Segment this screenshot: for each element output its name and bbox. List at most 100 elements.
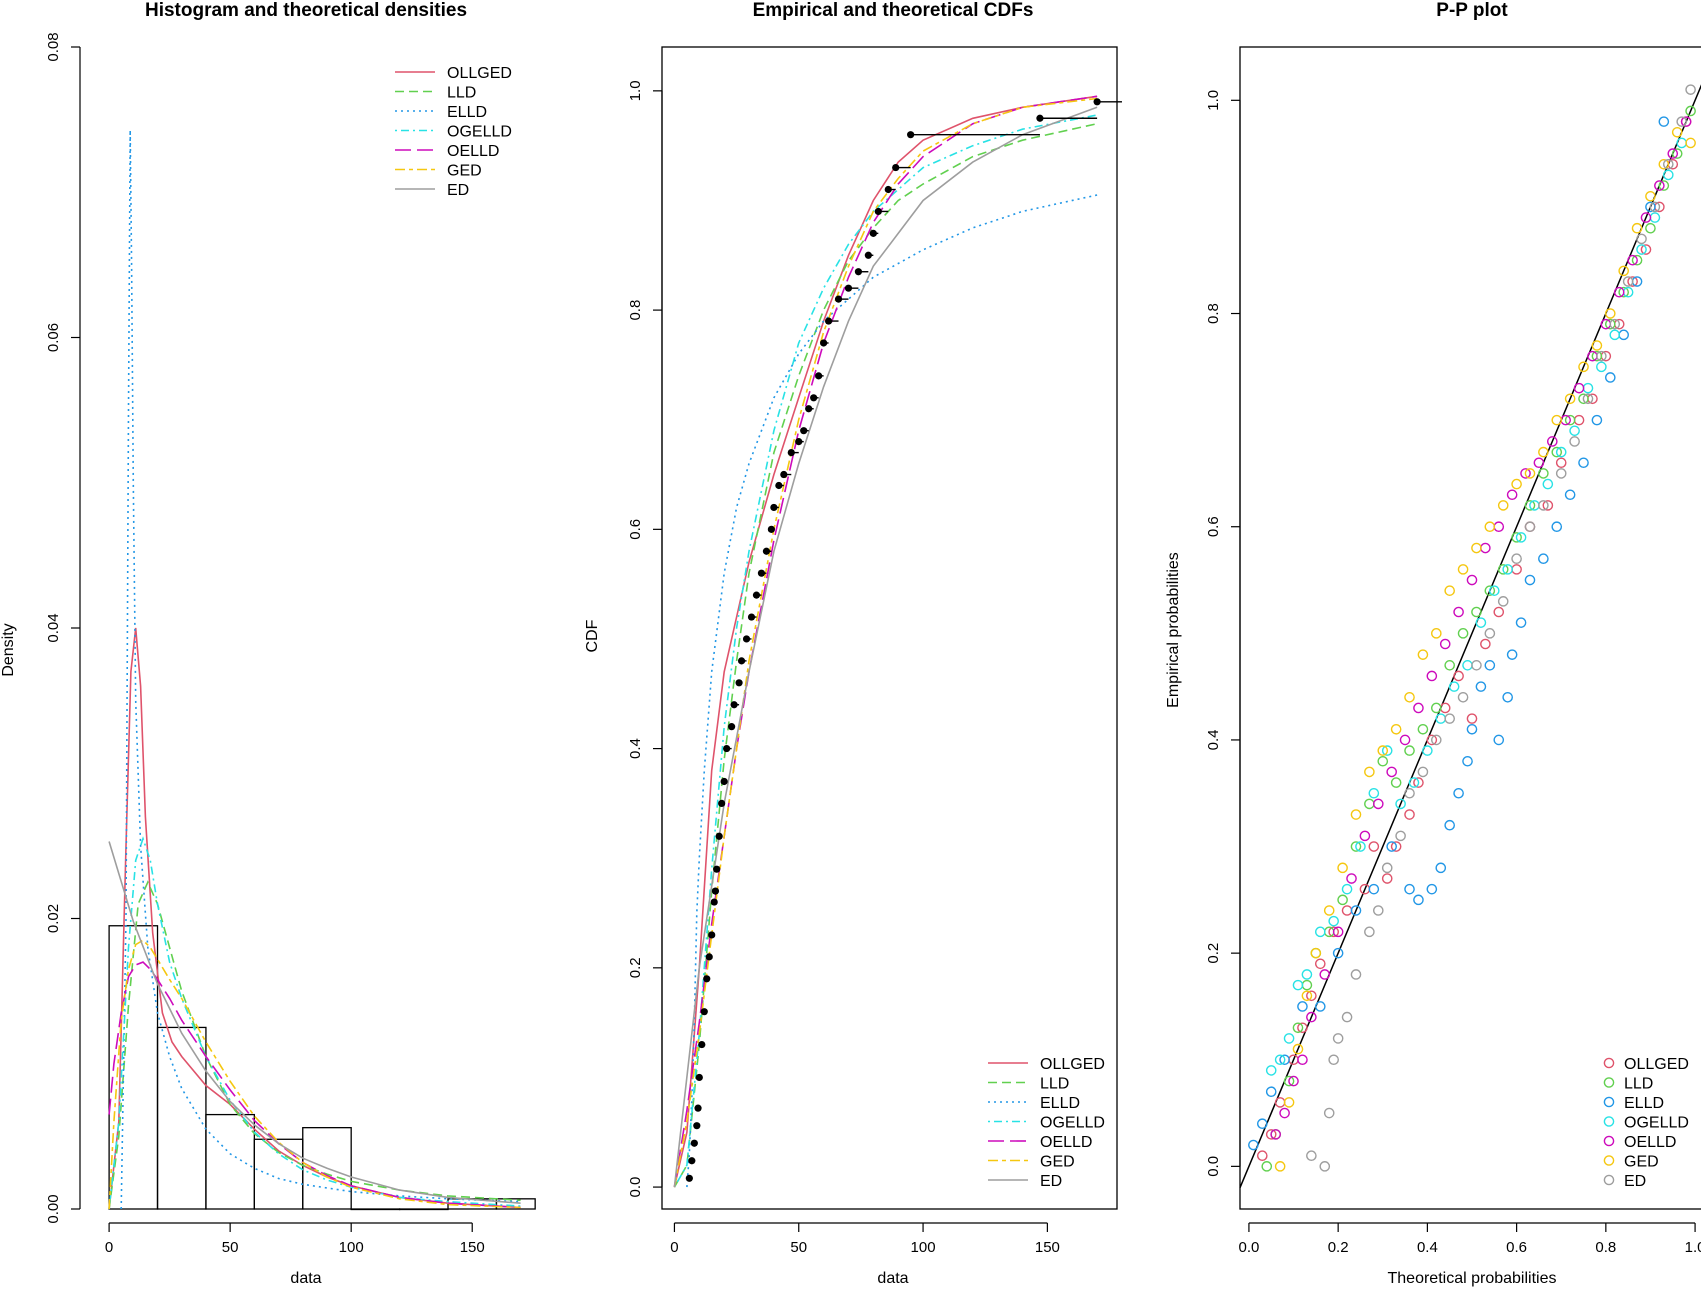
pp-point-ged bbox=[1578, 361, 1589, 373]
pp-point-ged bbox=[1618, 265, 1629, 277]
cdf-y-tick-label: 0.0 bbox=[627, 1177, 644, 1198]
curve-oelld bbox=[108, 961, 521, 1209]
pp-point-elld bbox=[1591, 414, 1603, 426]
pp-legend-swatch-ollged bbox=[1603, 1057, 1615, 1069]
pp-point-ged bbox=[1323, 905, 1335, 916]
pp-point-ogelld bbox=[1596, 361, 1607, 373]
density-x-tick-label: 0 bbox=[105, 1239, 113, 1256]
ecdf-point bbox=[795, 438, 803, 446]
ecdf-point bbox=[688, 1157, 696, 1165]
pp-point-ollged bbox=[1257, 1150, 1268, 1161]
cdf-legend-label-ged: GED bbox=[1040, 1154, 1075, 1171]
ecdf-point bbox=[820, 339, 828, 347]
pp-point-ed bbox=[1323, 1107, 1335, 1119]
pp-point-ogelld bbox=[1395, 798, 1406, 810]
pp-point-lld bbox=[1484, 585, 1496, 596]
pp-point-ged bbox=[1292, 1043, 1304, 1055]
pp-point-ollged bbox=[1413, 777, 1424, 788]
pp-point-elld bbox=[1564, 489, 1576, 501]
density-legend: OLLGED LLD ELLD OGELLD OELLD GED ED bbox=[395, 65, 512, 199]
pp-point-ollged bbox=[1511, 564, 1522, 575]
ecdf-point bbox=[703, 975, 711, 983]
ecdf-point bbox=[735, 679, 743, 687]
pp-x-axis: 0.0 0.2 0.4 0.6 0.8 1.0 bbox=[1238, 1222, 1701, 1256]
pp-point-oelld bbox=[1453, 606, 1464, 618]
histogram-bar bbox=[205, 1113, 255, 1210]
pp-point-oelld bbox=[1413, 702, 1424, 714]
curve-ogelld bbox=[108, 836, 521, 1210]
pp-point-ogelld bbox=[1355, 841, 1366, 852]
pp-point-lld bbox=[1551, 446, 1563, 458]
pp-point-oelld bbox=[1680, 116, 1692, 127]
pp-legend-swatch-ogelld bbox=[1603, 1116, 1615, 1127]
pp-points bbox=[1248, 84, 1696, 1172]
pp-point-lld bbox=[1444, 660, 1455, 671]
pp-point-ed bbox=[1676, 116, 1687, 127]
curve-ged bbox=[108, 939, 521, 1210]
pp-point-ogelld bbox=[1315, 926, 1326, 938]
pp-point-elld bbox=[1551, 521, 1563, 533]
ecdf-point bbox=[713, 865, 721, 873]
pp-point-ed bbox=[1555, 468, 1567, 479]
panel-pp: P-P plot Theoretical probabilities Empir… bbox=[1165, 0, 1701, 1287]
ecdf-point bbox=[864, 251, 872, 259]
pp-legend-label-lld: LLD bbox=[1624, 1076, 1653, 1093]
pp-y-axis-label: Empirical probabilities bbox=[1165, 552, 1182, 708]
pp-point-ogelld bbox=[1265, 1065, 1277, 1076]
pp-y-tick-label: 1.0 bbox=[1205, 90, 1222, 111]
pp-point-lld bbox=[1261, 1161, 1273, 1172]
pp-point-ed bbox=[1582, 393, 1594, 405]
pp-point-oelld bbox=[1359, 830, 1371, 842]
pp-x-axis-label: Theoretical probabilities bbox=[1388, 1270, 1557, 1287]
pp-point-ged bbox=[1511, 478, 1522, 490]
ecdf-point bbox=[690, 1139, 698, 1147]
pp-y-tick-label: 0.0 bbox=[1205, 1156, 1222, 1177]
pp-point-ged bbox=[1605, 308, 1616, 319]
pp-legend-label-elld: ELLD bbox=[1624, 1095, 1664, 1112]
pp-point-ed bbox=[1457, 691, 1469, 703]
pp-point-ed bbox=[1381, 862, 1393, 874]
pp-x-tick-label: 0.2 bbox=[1328, 1239, 1349, 1256]
pp-point-ollged bbox=[1627, 276, 1638, 287]
pp-point-ogelld bbox=[1274, 1054, 1286, 1066]
pp-point-ed bbox=[1511, 553, 1522, 565]
pp-point-ed bbox=[1538, 500, 1549, 511]
density-y-tick-label: 0.06 bbox=[45, 323, 62, 352]
pp-point-elld bbox=[1332, 947, 1344, 959]
curve-ogelld bbox=[673, 114, 1098, 1188]
pp-point-oelld bbox=[1533, 457, 1545, 469]
pp-point-ed bbox=[1332, 1033, 1344, 1044]
pp-point-ogelld bbox=[1462, 660, 1473, 671]
pp-point-elld bbox=[1315, 1001, 1326, 1012]
pp-y-tick-label: 0.4 bbox=[1205, 730, 1222, 751]
pp-point-ogelld bbox=[1502, 564, 1513, 575]
pp-point-elld bbox=[1618, 329, 1629, 341]
pp-point-ollged bbox=[1368, 841, 1380, 852]
histogram-bar bbox=[253, 1138, 304, 1210]
pp-point-ged bbox=[1497, 500, 1509, 511]
pp-legend-swatch-ged bbox=[1603, 1155, 1615, 1166]
cdf-curves bbox=[673, 95, 1098, 1188]
pp-point-lld bbox=[1578, 393, 1589, 405]
pp-point-oelld bbox=[1640, 212, 1652, 223]
cdf-x-tick-label: 50 bbox=[790, 1239, 807, 1256]
density-y-axis-label: Density bbox=[0, 623, 17, 676]
cdf-legend-label-oelld: OELLD bbox=[1040, 1134, 1092, 1151]
pp-point-lld bbox=[1471, 606, 1482, 618]
curve-ollged bbox=[108, 627, 521, 1210]
ecdf-point bbox=[694, 1104, 702, 1112]
pp-point-ged bbox=[1457, 564, 1469, 575]
panel-cdf: Empirical and theoretical CDFs data CDF … bbox=[584, 0, 1122, 1287]
ecdf-point bbox=[757, 569, 766, 577]
pp-point-elld bbox=[1435, 862, 1447, 874]
cdf-legend-label-ed: ED bbox=[1040, 1173, 1062, 1190]
pp-x-tick-label: 0.0 bbox=[1238, 1239, 1259, 1256]
histogram-bar bbox=[495, 1198, 536, 1210]
pp-point-ged bbox=[1551, 414, 1563, 426]
curve-elld bbox=[120, 129, 521, 1210]
pp-point-lld bbox=[1658, 180, 1670, 191]
pp-point-ged bbox=[1390, 723, 1402, 735]
pp-point-ogelld bbox=[1663, 169, 1674, 181]
pp-point-ollged bbox=[1274, 1097, 1286, 1108]
pp-y-tick-label: 0.2 bbox=[1205, 943, 1222, 964]
